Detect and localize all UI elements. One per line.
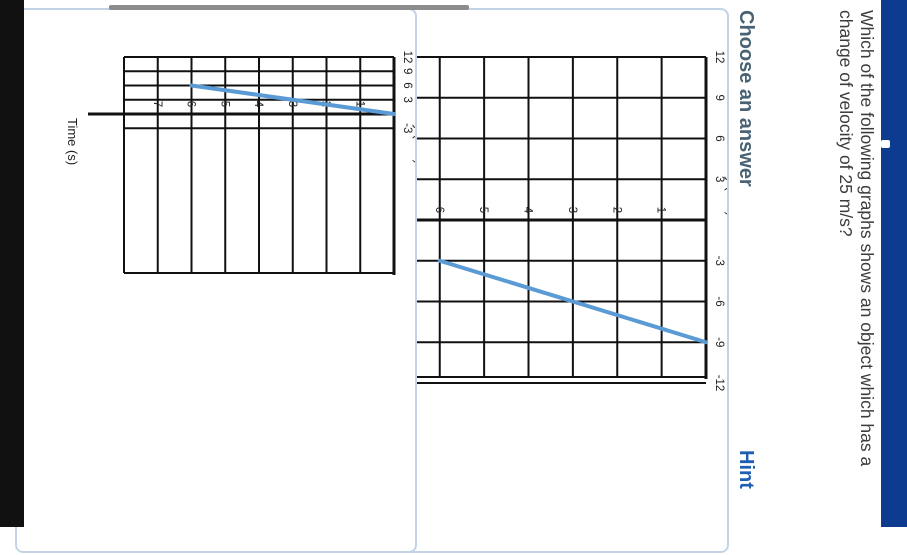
- velocity-tick-label: -9: [713, 337, 725, 347]
- velocity-tick-label: 12: [401, 51, 413, 64]
- time-tick-label: 6: [185, 101, 197, 107]
- question-text: Which of the following graphs shows an o…: [836, 10, 877, 467]
- time-tick-label: 5: [477, 207, 489, 213]
- time-axis-title: Time (s): [65, 118, 80, 165]
- velocity-line: [189, 83, 396, 116]
- velocity-tick-label: 3: [401, 97, 413, 103]
- choose-answer-heading: Choose an answer: [735, 10, 757, 187]
- time-tick-label: 1: [655, 207, 667, 213]
- velocity-tick-label: 9: [713, 95, 725, 101]
- velocity-axis-title: Velocity (m/s): [724, 138, 727, 216]
- scrollbar[interactable]: [109, 5, 469, 10]
- velocity-axis-title: Velocity (m/s): [412, 86, 415, 164]
- velocity-line: [437, 258, 708, 345]
- bottom-strip: [0, 0, 24, 527]
- velocity-tick-label: -6: [713, 296, 725, 306]
- time-tick-label: 4: [522, 207, 534, 214]
- velocity-tick-label: 6: [713, 135, 725, 141]
- hint-button[interactable]: Hint: [735, 450, 757, 489]
- time-tick-label: 3: [566, 207, 578, 213]
- velocity-tick-label: 9: [401, 68, 413, 74]
- time-tick-label: 3: [286, 101, 298, 107]
- velocity-tick-label: -12: [713, 375, 725, 392]
- time-tick-label: 1: [353, 101, 365, 107]
- velocity-time-graph-2: -3369121234567Velocity (m/s)Time (s): [65, 51, 415, 275]
- velocity-tick-label: -3: [401, 123, 413, 133]
- answer-choice-2[interactable]: -3369121234567Velocity (m/s)Time (s): [15, 8, 417, 553]
- velocity-tick-label: 3: [713, 176, 725, 182]
- time-tick-label: 5: [218, 101, 230, 107]
- time-tick-label: 4: [252, 101, 264, 108]
- velocity-tick-label: 12: [713, 51, 725, 64]
- time-tick-label: 2: [610, 207, 622, 213]
- velocity-tick-label: 6: [401, 82, 413, 88]
- time-tick-label: 7: [151, 101, 163, 107]
- time-tick-label: 6: [433, 207, 445, 213]
- top-bar-marker: [881, 140, 890, 148]
- grid: [123, 56, 395, 274]
- velocity-tick-label: -3: [713, 256, 725, 266]
- top-bar: [881, 0, 907, 527]
